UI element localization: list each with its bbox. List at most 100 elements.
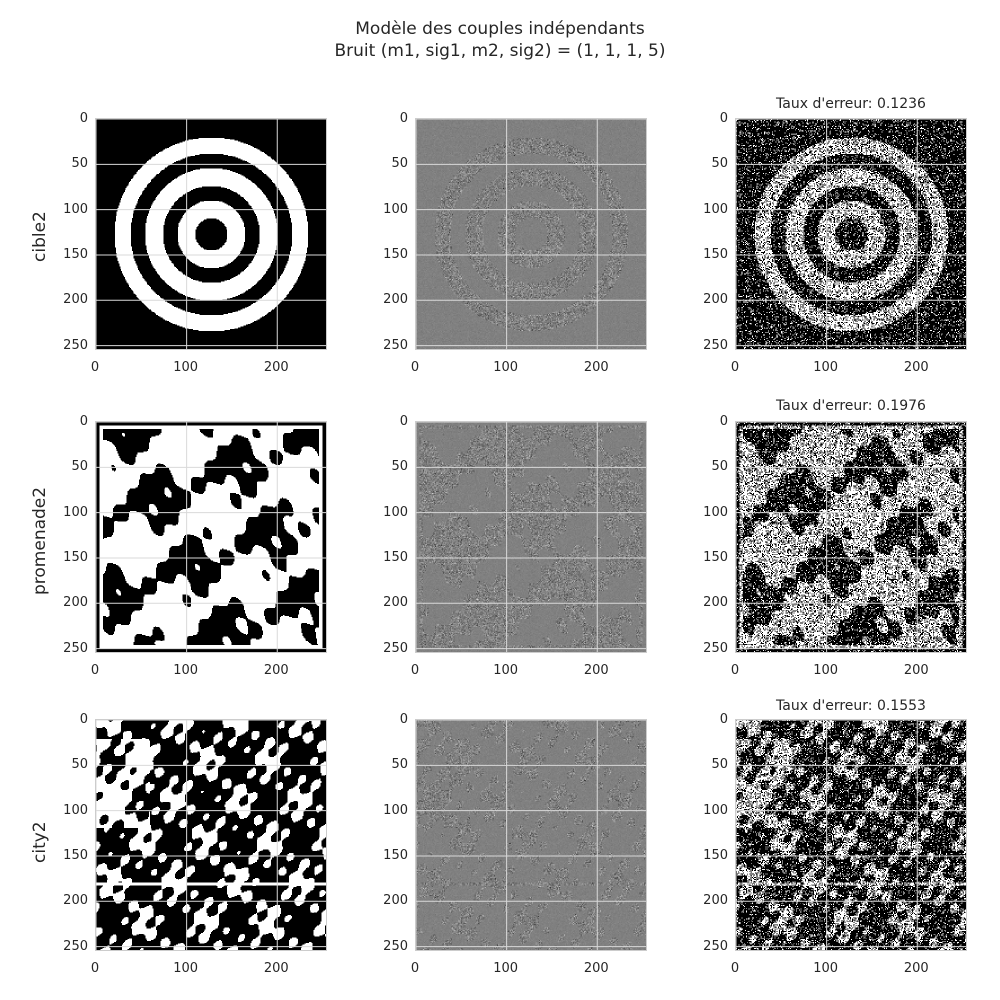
y-tick-label: 200 — [703, 292, 728, 308]
y-tick-label: 250 — [703, 640, 728, 656]
x-tick-label: 100 — [173, 961, 199, 976]
y-tick-label: 200 — [383, 595, 408, 611]
y-tick-label: 250 — [63, 337, 88, 353]
x-tick-label: 0 — [730, 663, 740, 678]
y-tick-label: 0 — [399, 414, 408, 429]
image-panel-city2-noisy — [415, 719, 647, 951]
image-promenade2-original — [96, 422, 326, 652]
y-tick-label: 100 — [703, 802, 728, 818]
y-tick-label: 150 — [383, 549, 408, 565]
x-tick-label: 200 — [903, 961, 929, 976]
y-tick-label: 150 — [703, 549, 728, 565]
gridlines-city2-noisy — [416, 720, 646, 950]
x-tick-label: 200 — [583, 360, 609, 375]
x-tick-label: 100 — [813, 360, 839, 375]
x-tick-label: 100 — [813, 961, 839, 976]
y-tick-label: 100 — [703, 504, 728, 520]
y-tick-label: 0 — [79, 712, 88, 727]
y-tick-label: 250 — [703, 938, 728, 954]
image-panel-cible2-original — [95, 118, 327, 350]
y-tick-label: 250 — [383, 640, 408, 656]
y-tick-label: 0 — [399, 712, 408, 727]
image-panel-promenade2-noisy — [415, 421, 647, 653]
x-tick-label: 100 — [173, 360, 199, 375]
image-promenade2-noisy — [416, 422, 646, 652]
gridlines-cible2-original — [96, 119, 326, 349]
row-label-promenade2: promenade2 — [30, 486, 50, 595]
y-tick-label: 50 — [71, 757, 88, 773]
y-tick-label: 0 — [79, 414, 88, 429]
image-city2-segmented — [736, 720, 966, 950]
x-tick-label: 100 — [173, 663, 199, 678]
y-tick-label: 100 — [383, 504, 408, 520]
x-tick-label: 200 — [903, 360, 929, 375]
error-title-city2: Taux d'erreur: 0.1553 — [776, 698, 926, 714]
image-panel-promenade2-segmented — [735, 421, 967, 653]
y-tick-label: 0 — [719, 712, 728, 727]
x-tick-label: 200 — [583, 663, 609, 678]
y-tick-label: 100 — [703, 201, 728, 217]
y-tick-label: 0 — [719, 111, 728, 126]
y-tick-label: 50 — [391, 459, 408, 475]
y-tick-label: 150 — [383, 246, 408, 262]
x-tick-label: 100 — [813, 663, 839, 678]
gridlines-city2-segmented — [736, 720, 966, 950]
y-tick-label: 250 — [63, 938, 88, 954]
y-tick-label: 100 — [63, 802, 88, 818]
x-tick-label: 0 — [90, 360, 100, 375]
y-tick-label: 0 — [719, 414, 728, 429]
y-tick-label: 150 — [63, 549, 88, 565]
image-panel-city2-original — [95, 719, 327, 951]
x-tick-label: 0 — [410, 961, 420, 976]
y-tick-label: 250 — [703, 337, 728, 353]
y-tick-label: 100 — [383, 802, 408, 818]
figure-title-line1: Modèle des couples indépendants — [355, 19, 645, 39]
image-cible2-noisy — [416, 119, 646, 349]
image-panel-cible2-segmented — [735, 118, 967, 350]
x-tick-label: 0 — [730, 360, 740, 375]
image-panel-promenade2-original — [95, 421, 327, 653]
y-tick-label: 50 — [71, 156, 88, 172]
gridlines-promenade2-original — [96, 422, 326, 652]
image-city2-original — [96, 720, 326, 950]
y-tick-label: 200 — [63, 893, 88, 909]
x-tick-label: 200 — [263, 961, 289, 976]
figure-title: Modèle des couples indépendants Bruit (m… — [0, 18, 1000, 62]
y-tick-label: 200 — [703, 893, 728, 909]
x-tick-label: 100 — [493, 663, 519, 678]
x-tick-label: 0 — [410, 360, 420, 375]
y-tick-label: 250 — [63, 640, 88, 656]
x-tick-label: 0 — [730, 961, 740, 976]
y-tick-label: 100 — [383, 201, 408, 217]
error-title-cible2: Taux d'erreur: 0.1236 — [776, 96, 926, 112]
y-tick-label: 250 — [383, 938, 408, 954]
y-tick-label: 50 — [391, 757, 408, 773]
x-tick-label: 200 — [263, 360, 289, 375]
x-tick-label: 200 — [583, 961, 609, 976]
y-tick-label: 200 — [703, 595, 728, 611]
gridlines-promenade2-noisy — [416, 422, 646, 652]
figure-title-line2: Bruit (m1, sig1, m2, sig2) = (1, 1, 1, 5… — [334, 41, 666, 61]
x-tick-label: 0 — [410, 663, 420, 678]
y-tick-label: 100 — [63, 504, 88, 520]
y-tick-label: 150 — [63, 847, 88, 863]
image-panel-city2-segmented — [735, 719, 967, 951]
x-tick-label: 200 — [263, 663, 289, 678]
image-city2-noisy — [416, 720, 646, 950]
y-tick-label: 200 — [383, 292, 408, 308]
gridlines-promenade2-segmented — [736, 422, 966, 652]
y-tick-label: 50 — [711, 156, 728, 172]
x-tick-label: 100 — [493, 961, 519, 976]
y-tick-label: 200 — [63, 595, 88, 611]
y-tick-label: 50 — [391, 156, 408, 172]
image-promenade2-segmented — [736, 422, 966, 652]
y-tick-label: 0 — [79, 111, 88, 126]
y-tick-label: 150 — [383, 847, 408, 863]
y-tick-label: 50 — [711, 757, 728, 773]
gridlines-cible2-segmented — [736, 119, 966, 349]
error-title-promenade2: Taux d'erreur: 0.1976 — [776, 398, 926, 414]
y-tick-label: 200 — [63, 292, 88, 308]
y-tick-label: 200 — [383, 893, 408, 909]
image-cible2-original — [96, 119, 326, 349]
y-tick-label: 150 — [703, 246, 728, 262]
